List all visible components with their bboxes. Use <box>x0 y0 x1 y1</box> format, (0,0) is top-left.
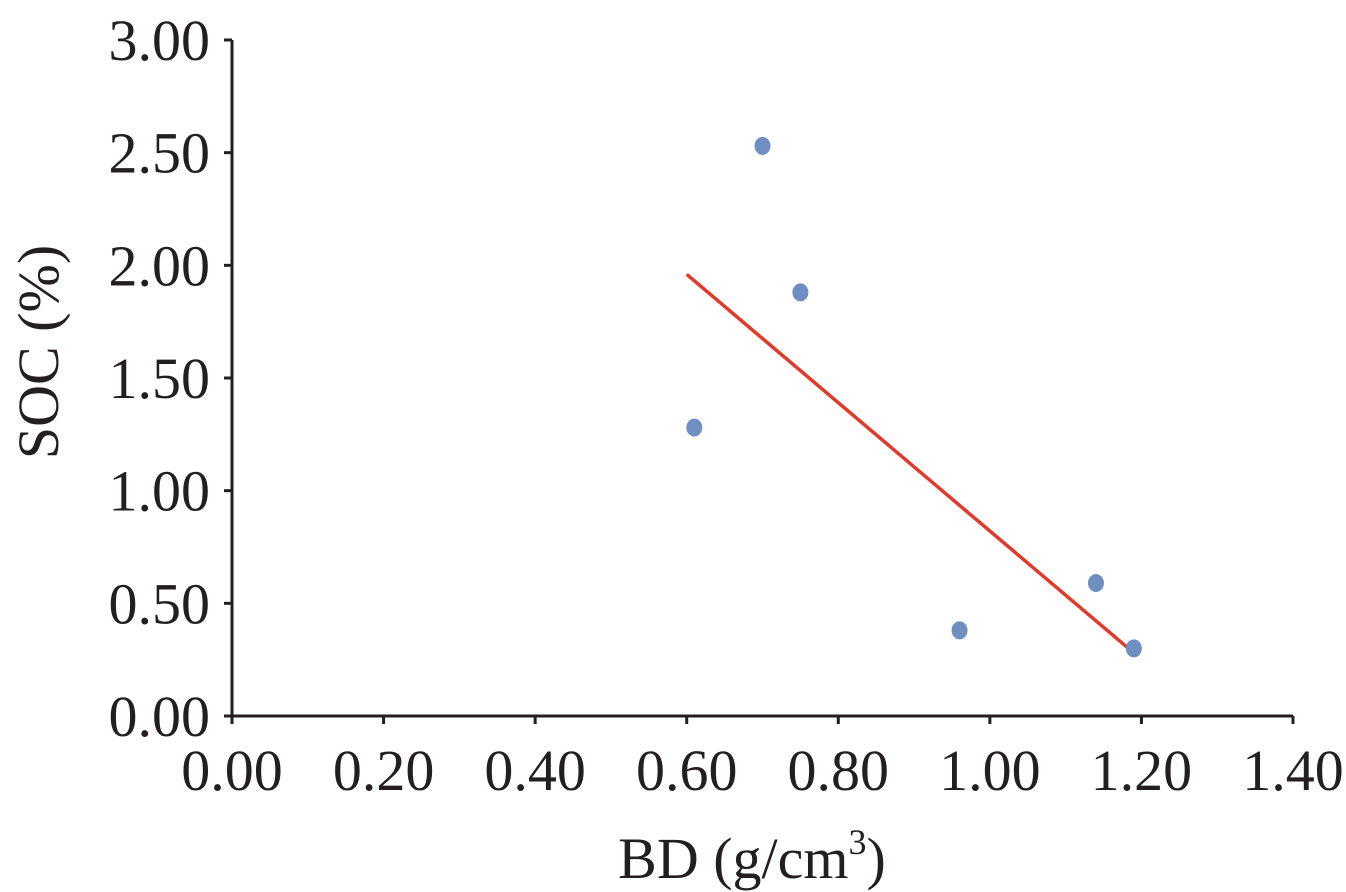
data-point <box>686 418 703 437</box>
x-tick-label: 1.40 <box>1242 738 1344 803</box>
x-axis-title-superscript: 3 <box>849 822 867 862</box>
trend-line <box>685 273 1135 655</box>
x-tick-label: 0.60 <box>636 738 738 803</box>
data-point <box>951 621 968 640</box>
y-tick-label: 3.00 <box>109 8 211 73</box>
x-tick-label: 0.80 <box>788 738 890 803</box>
plot-area <box>685 136 1142 658</box>
y-tick-label: 2.00 <box>109 233 211 298</box>
x-axis-title-text: BD (g/cm <box>618 826 848 891</box>
x-tick-label: 0.20 <box>333 738 435 803</box>
x-axis-title-suffix: ) <box>867 826 886 891</box>
x-axis-title: BD (g/cm3) <box>618 822 886 891</box>
data-point <box>754 136 771 155</box>
x-tick-label: 0.00 <box>181 738 283 803</box>
y-axis-ticks: 0.00 0.50 1.00 1.50 2.00 2.50 3.00 <box>109 8 232 749</box>
y-tick-label: 2.50 <box>109 121 211 186</box>
x-tick-label: 0.40 <box>484 738 586 803</box>
y-tick-label: 1.00 <box>109 459 211 524</box>
data-point <box>1087 574 1104 593</box>
data-point <box>792 283 809 302</box>
x-tick-label: 1.20 <box>1091 738 1193 803</box>
data-point <box>1125 639 1142 658</box>
y-tick-label: 0.50 <box>109 571 211 636</box>
x-axis-ticks: 0.00 0.20 0.40 0.60 0.80 1.00 1.20 1.40 <box>181 716 1344 803</box>
y-tick-label: 1.50 <box>109 346 211 411</box>
y-axis-title: SOC (%) <box>6 245 71 459</box>
y-tick-label: 0.00 <box>109 684 211 749</box>
x-tick-label: 1.00 <box>939 738 1041 803</box>
